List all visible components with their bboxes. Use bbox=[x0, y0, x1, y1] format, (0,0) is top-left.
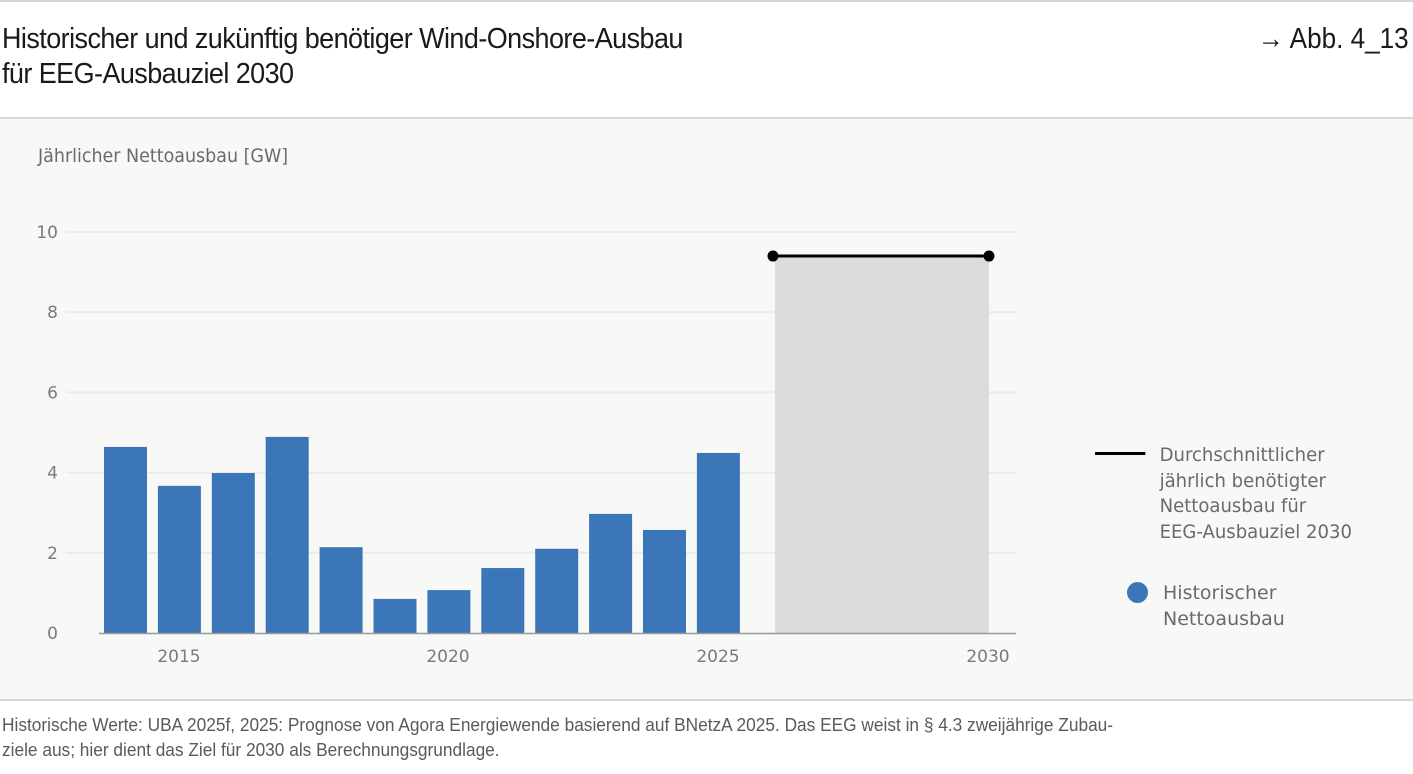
target-shaded-area bbox=[775, 256, 989, 633]
legend-text: Nettoausbau für bbox=[1159, 495, 1307, 517]
x-tick-label: 2025 bbox=[696, 647, 739, 667]
bar-2025 bbox=[696, 452, 740, 633]
target-end-marker bbox=[983, 250, 995, 262]
figure-reference-link[interactable]: → Abb. 4_13 bbox=[1258, 23, 1409, 55]
legend-item-historic: Historischer Nettoausbau bbox=[1163, 581, 1285, 632]
legend-text: Nettoausbau bbox=[1163, 607, 1285, 630]
footnote-line-2: ziele aus; hier dient das Ziel für 2030 … bbox=[2, 740, 500, 760]
y-tick-label: 10 bbox=[36, 223, 58, 243]
x-axis-ticks: 2015 2020 2025 2030 bbox=[157, 647, 1009, 667]
y-tick-label: 4 bbox=[47, 464, 58, 484]
bar-2023 bbox=[589, 513, 633, 633]
y-tick-label: 2 bbox=[47, 544, 58, 564]
top-divider bbox=[0, 0, 1413, 2]
bar-series bbox=[104, 436, 740, 633]
y-tick-label: 8 bbox=[47, 303, 58, 323]
footnote-line-1: Historische Werte: UBA 2025f, 2025: Prog… bbox=[2, 715, 1114, 735]
title-line-2: für EEG-Ausbauziel 2030 bbox=[2, 58, 294, 90]
bar-2015 bbox=[157, 485, 201, 633]
bar-2017 bbox=[265, 436, 309, 633]
bar-2020 bbox=[427, 590, 471, 633]
x-tick-label: 2020 bbox=[426, 647, 469, 667]
source-footnote: Historische Werte: UBA 2025f, 2025: Prog… bbox=[2, 713, 1356, 763]
bar-2014 bbox=[104, 446, 147, 633]
legend-text: jährlich benötigter bbox=[1159, 469, 1326, 492]
bar-2018 bbox=[319, 547, 363, 633]
bar-2016 bbox=[211, 473, 255, 633]
target-start-marker bbox=[767, 250, 779, 262]
legend: Durchschnittlicher jährlich benötigter N… bbox=[1095, 443, 1405, 630]
bar-2021 bbox=[481, 568, 525, 633]
chart-title: Historischer und zukünftig benötiger Win… bbox=[2, 22, 683, 92]
legend-text: Durchschnittlicher bbox=[1159, 444, 1325, 466]
bar-2024 bbox=[643, 529, 686, 633]
bar-2022 bbox=[535, 548, 579, 633]
x-tick-label: 2030 bbox=[966, 647, 1009, 667]
y-tick-label: 0 bbox=[47, 624, 58, 644]
bar-2019 bbox=[373, 598, 417, 633]
title-line-1: Historischer und zukünftig benötiger Win… bbox=[2, 23, 683, 55]
legend-text: Historischer bbox=[1163, 582, 1277, 604]
circle-swatch-icon bbox=[1127, 582, 1148, 603]
y-axis-ticks: 0 2 4 6 8 10 bbox=[36, 223, 58, 644]
y-tick-label: 6 bbox=[47, 383, 58, 403]
y-axis-label: Jährlicher Nettoausbau [GW] bbox=[38, 145, 289, 167]
target-series bbox=[767, 250, 995, 633]
legend-text: EEG-Ausbauziel 2030 bbox=[1159, 520, 1352, 543]
line-swatch-icon bbox=[1095, 452, 1146, 455]
x-tick-label: 2015 bbox=[157, 647, 200, 667]
legend-item-target: Durchschnittlicher jährlich benötigter N… bbox=[1095, 443, 1390, 545]
